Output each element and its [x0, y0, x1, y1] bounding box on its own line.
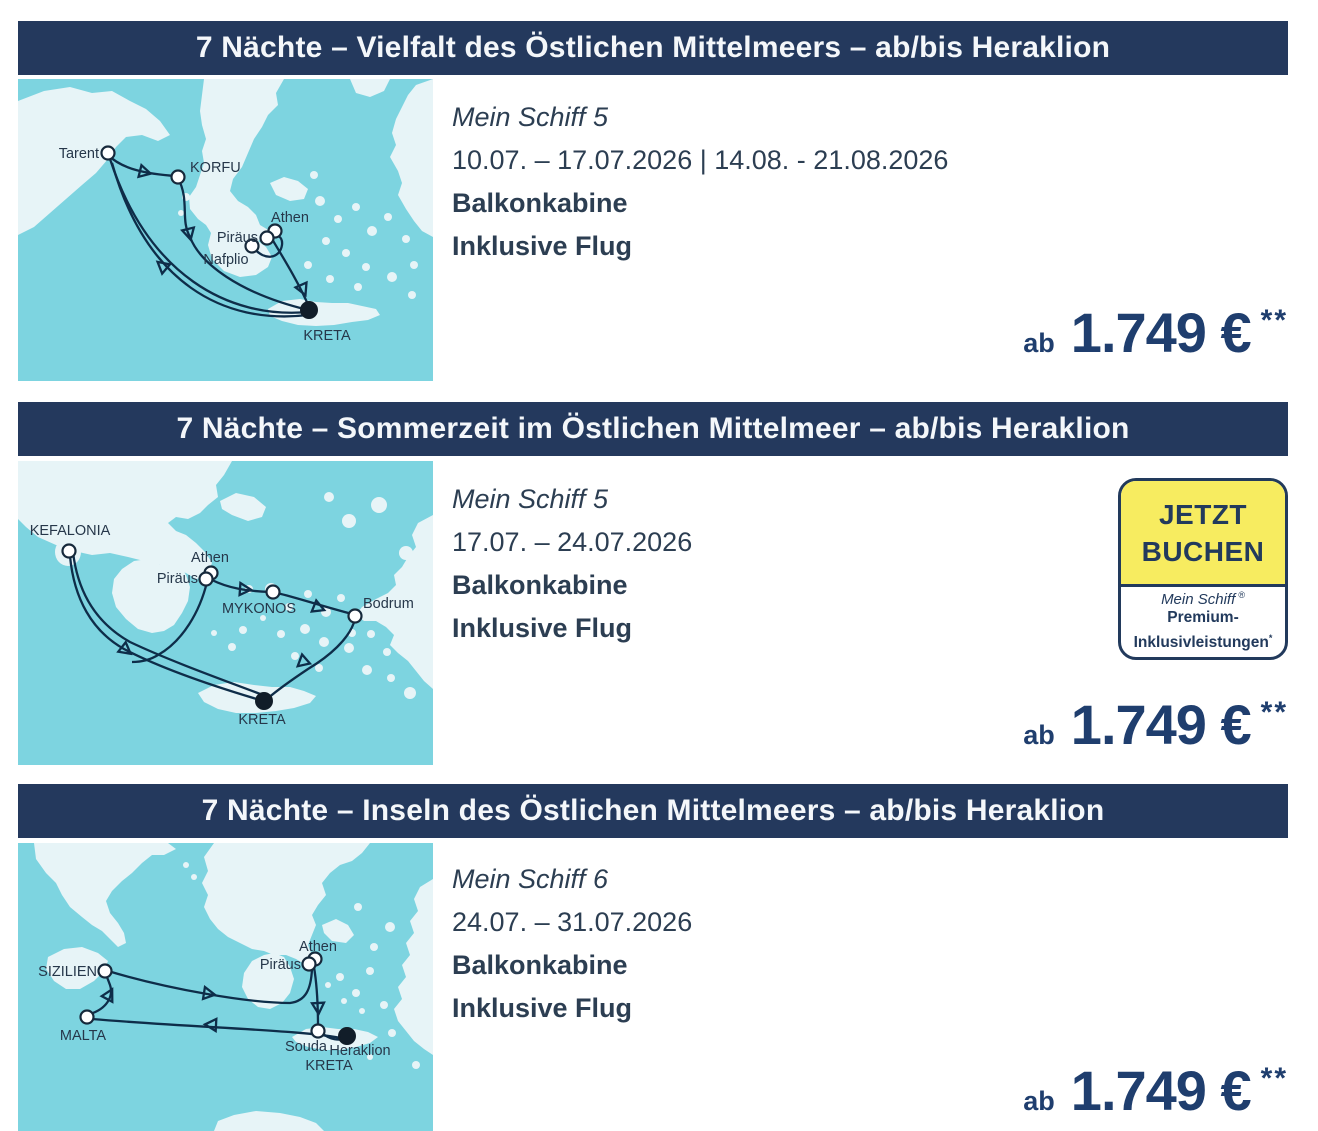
cabin-type: Balkonkabine [452, 188, 628, 218]
port-label: Piräus [157, 571, 198, 587]
ship-name: Mein Schiff 5 [452, 484, 609, 514]
port-label: SIZILIEN [38, 964, 97, 980]
card-2-title: 7 Nächte – Sommerzeit im Östlichen Mitte… [176, 412, 1130, 445]
port-labels: Tarent KORFU Athen Piräus Nafplio KRETA [59, 146, 351, 344]
port-label: Bodrum [363, 596, 414, 612]
route-map-central-med: SIZILIEN MALTA Athen Piräus Souda Herakl… [18, 843, 433, 1131]
badge-body: Mein Schiff ® Premium- Inklusivleistunge… [1121, 587, 1285, 657]
badge-line-jetzt: JETZT [1158, 498, 1248, 530]
price-prefix: ab [1023, 720, 1055, 750]
flight-included: Inklusive Flug [452, 231, 633, 261]
offer-3-details: Mein Schiff 6 24.07. – 31.07.2026 Balkon… [452, 858, 692, 1030]
offer-2-price: ab 1.749 € ** [1023, 692, 1288, 757]
price-footnote-marker: ** [1260, 304, 1288, 337]
port-markers [79, 951, 356, 1045]
price-footnote-marker: ** [1260, 696, 1288, 729]
price-footnote-marker: ** [1260, 1062, 1288, 1095]
flight-included: Inklusive Flug [452, 993, 633, 1023]
card-1-title: 7 Nächte – Vielfalt des Östlichen Mittel… [195, 31, 1111, 64]
offer-3-price: ab 1.749 € ** [1023, 1058, 1288, 1123]
port-label: Nafplio [203, 252, 248, 268]
route-map-ionian-aegean: Tarent KORFU Athen Piräus Nafplio KRETA [18, 79, 433, 381]
port-markers [61, 543, 363, 710]
port-marker-bodrum [347, 608, 363, 624]
port-label: Athen [299, 939, 337, 955]
port-label: MALTA [60, 1028, 107, 1044]
port-marker-souda [310, 1023, 326, 1039]
price-prefix: ab [1023, 328, 1055, 358]
cruise-dates: 24.07. – 31.07.2026 [452, 907, 693, 937]
cabin-type: Balkonkabine [452, 570, 628, 600]
ship-name: Mein Schiff 6 [452, 864, 609, 894]
offer-1-price: ab 1.749 € ** [1023, 300, 1288, 365]
port-marker-sizilien [97, 963, 113, 979]
port-marker-korfu [170, 169, 186, 185]
price-amount: 1.749 € [1070, 1059, 1252, 1122]
port-marker-piraeus [259, 230, 275, 246]
offer-1-details: Mein Schiff 5 10.07. – 17.07.2026 | 14.0… [452, 96, 948, 268]
port-label: KRETA [305, 1058, 353, 1074]
port-marker-kreta [255, 692, 273, 710]
cruise-dates: 10.07. – 17.07.2026 | 14.08. - 21.08.202… [452, 145, 949, 175]
cruise-dates: 17.07. – 24.07.2026 [452, 527, 693, 557]
landmasses [34, 843, 433, 1131]
port-label: KORFU [190, 160, 241, 176]
card-3-title: 7 Nächte – Inseln des Östlichen Mittelme… [201, 794, 1105, 827]
port-label: Athen [271, 210, 309, 226]
port-marker-tarent [100, 145, 116, 161]
route-map-aegean: KEFALONIA Athen Piräus MYKONOS Bodrum KR… [18, 461, 433, 765]
port-marker-piraeus [198, 571, 214, 587]
port-label: Tarent [59, 146, 99, 162]
port-marker-mykonos [265, 584, 281, 600]
footnote-marker: * [1268, 633, 1273, 644]
port-label: KRETA [303, 328, 351, 344]
price-amount: 1.749 € [1070, 693, 1252, 756]
port-label: KRETA [238, 712, 286, 728]
card-3-title-bar: 7 Nächte – Inseln des Östlichen Mittelme… [18, 784, 1288, 838]
port-label: KEFALONIA [30, 523, 111, 539]
port-marker-malta [79, 1009, 95, 1025]
port-labels: SIZILIEN MALTA Athen Piräus Souda Herakl… [38, 939, 390, 1074]
card-1-title-bar: 7 Nächte – Vielfalt des Östlichen Mittel… [18, 21, 1288, 75]
card-2-title-bar: 7 Nächte – Sommerzeit im Östlichen Mitte… [18, 402, 1288, 456]
flight-included: Inklusive Flug [452, 613, 633, 643]
badge-line-buchen: BUCHEN [1141, 535, 1265, 567]
port-markers [100, 145, 318, 319]
port-marker-heraklion [338, 1027, 356, 1045]
landmasses [18, 79, 433, 326]
badge-inklusiv: Inklusivleistungen* [1133, 633, 1273, 652]
registered-mark: ® [1238, 590, 1245, 601]
cabin-type: Balkonkabine [452, 950, 628, 980]
port-label: Piräus [217, 230, 258, 246]
port-label: Heraklion [329, 1043, 390, 1059]
port-label: MYKONOS [222, 601, 296, 617]
port-marker-piraeus [301, 956, 317, 972]
port-label: Piräus [260, 957, 301, 973]
cruise-route [68, 551, 357, 702]
port-marker-nafplio [244, 238, 260, 254]
port-label: Athen [191, 550, 229, 566]
badge-premium: Premium- [1167, 609, 1239, 627]
price-amount: 1.749 € [1070, 301, 1252, 364]
badge-brand: Mein Schiff ® [1161, 590, 1245, 609]
price-prefix: ab [1023, 1086, 1055, 1116]
badge-header: JETZT BUCHEN [1121, 481, 1285, 587]
port-marker-kreta [300, 301, 318, 319]
offer-2-details: Mein Schiff 5 17.07. – 24.07.2026 Balkon… [452, 478, 692, 650]
jetzt-buchen-badge[interactable]: JETZT BUCHEN Mein Schiff ® Premium- Inkl… [1118, 478, 1288, 660]
port-labels: KEFALONIA Athen Piräus MYKONOS Bodrum KR… [30, 523, 414, 728]
port-label: Souda [285, 1039, 328, 1055]
port-marker-kefalonia [61, 543, 77, 559]
ship-name: Mein Schiff 5 [452, 102, 609, 132]
